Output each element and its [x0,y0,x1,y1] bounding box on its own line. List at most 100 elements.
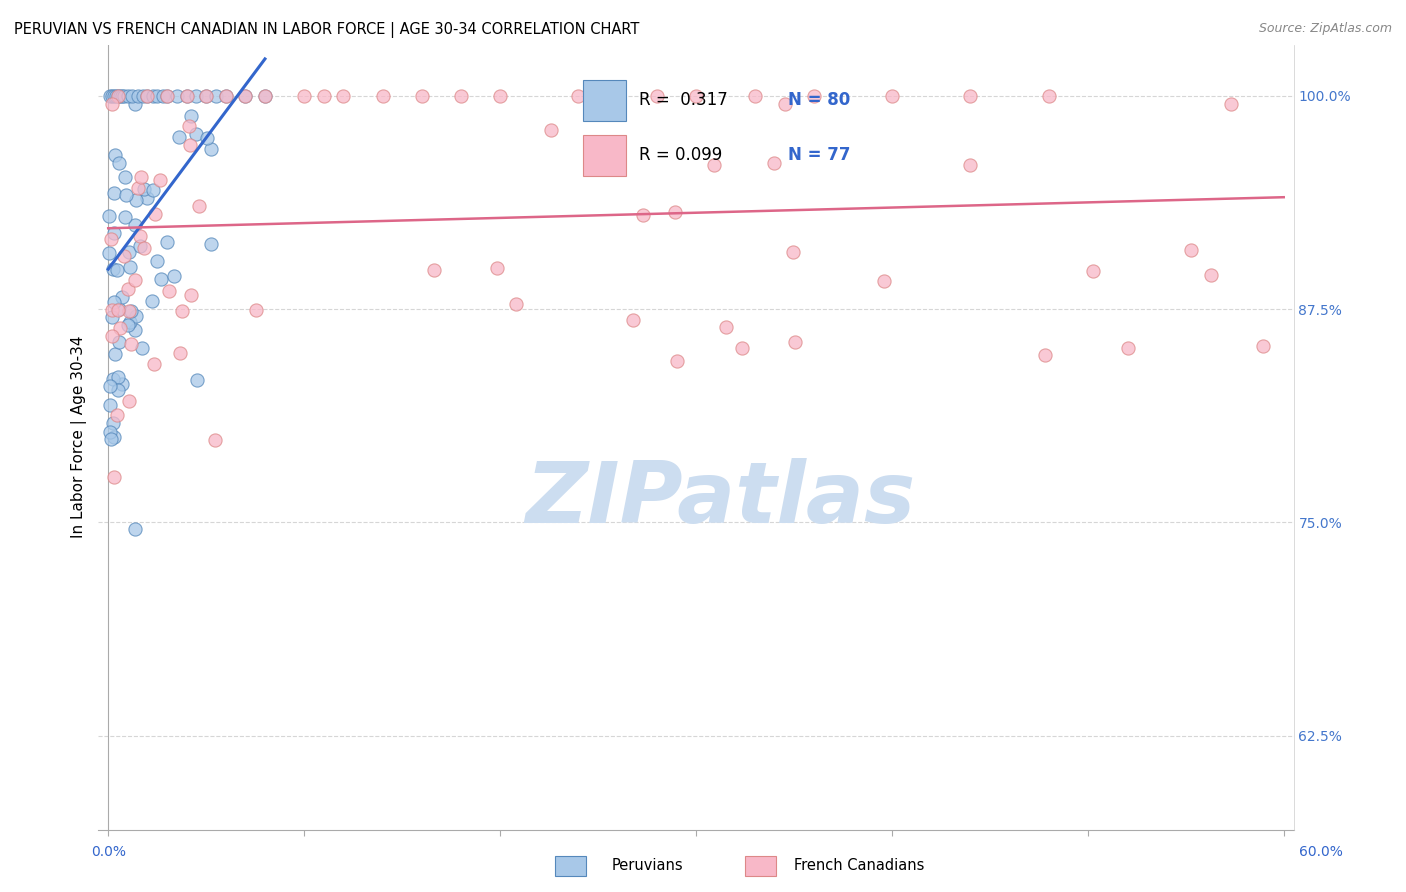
Point [107,302,129,317]
Point [117,88,139,103]
Point [103,226,125,240]
Point [97,209,120,223]
Point [124,218,146,232]
Point [124,273,146,287]
Text: 0.0%: 0.0% [91,845,127,859]
Point [180,288,202,302]
Point [100,97,122,112]
Point [245,302,267,317]
Point [1038,88,1060,103]
Point [188,198,211,212]
Point [332,88,354,103]
Point [146,88,169,103]
Point [118,394,141,409]
Point [103,416,125,430]
Point [103,186,125,200]
Point [124,522,146,536]
Point [744,88,766,103]
Y-axis label: In Labor Force | Age 30-34: In Labor Force | Age 30-34 [72,335,87,539]
Point [157,284,180,298]
Text: French Canadians: French Canadians [794,858,925,872]
Point [156,88,179,103]
Point [156,88,179,103]
Point [450,88,472,103]
Point [124,97,146,112]
Point [959,88,981,103]
Point [505,297,527,311]
Point [101,88,124,103]
Point [184,127,207,141]
Point [135,191,157,205]
Point [131,169,153,184]
Point [103,88,125,103]
Point [117,282,139,296]
Text: Source: ZipAtlas.com: Source: ZipAtlas.com [1258,22,1392,36]
Point [485,261,508,276]
Point [101,262,124,277]
Point [107,88,129,103]
Point [112,249,135,263]
Point [114,211,136,225]
Point [98,398,121,412]
Point [177,119,200,133]
Point [200,142,222,156]
Point [105,262,128,277]
Point [114,169,136,184]
Point [775,97,797,112]
Point [136,88,159,103]
Point [118,245,141,260]
Point [101,329,124,343]
Point [120,315,142,329]
Point [103,372,125,386]
Point [176,88,198,103]
Point [124,323,146,337]
Point [645,88,668,103]
Point [98,425,121,439]
Point [108,156,131,170]
Point [215,88,238,103]
Point [107,88,129,103]
Point [631,208,654,222]
Point [121,88,143,103]
Point [167,129,190,144]
Point [783,334,806,349]
Point [235,88,257,103]
Point [115,188,138,202]
Point [100,432,122,446]
Point [489,88,512,103]
Point [179,137,201,152]
Point [117,318,139,332]
Point [253,88,276,103]
Point [129,239,152,253]
Point [101,310,124,325]
Point [195,88,218,103]
Point [180,109,202,123]
Point [186,373,208,387]
Point [215,88,238,103]
Point [111,88,134,103]
Point [149,172,172,186]
Point [125,310,148,324]
Point [292,88,315,103]
Point [959,158,981,172]
Point [146,253,169,268]
Point [127,88,149,103]
Point [166,88,188,103]
Point [131,341,153,355]
Point [108,88,131,103]
Point [685,88,707,103]
Point [98,88,121,103]
Point [127,181,149,195]
Point [1180,244,1202,258]
Point [170,304,193,318]
Point [253,88,276,103]
Point [204,433,226,447]
Point [118,260,141,275]
Point [149,272,172,286]
Point [205,88,228,103]
Point [105,408,128,422]
Point [880,88,903,103]
Point [132,242,155,256]
Point [142,88,165,103]
Point [312,88,335,103]
